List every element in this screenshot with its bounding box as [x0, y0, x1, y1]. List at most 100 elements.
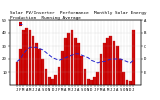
Bar: [100, 54, 102, 85]
Point: [123, 83, 125, 85]
Point: [78, 83, 80, 84]
Point: [52, 82, 55, 84]
Point: [101, 80, 103, 82]
Point: [54, 81, 56, 82]
Point: [38, 84, 40, 85]
Point: [98, 83, 100, 85]
Point: [21, 80, 24, 82]
Point: [40, 81, 43, 83]
Point: [16, 83, 19, 84]
Point: [65, 82, 68, 84]
Bar: [71, 30, 73, 85]
Point: [105, 80, 108, 82]
Point: [42, 80, 44, 82]
Point: [71, 83, 73, 85]
Point: [131, 80, 134, 82]
Point: [61, 82, 64, 84]
Point: [39, 82, 41, 83]
Point: [73, 80, 76, 82]
Point: [55, 84, 57, 85]
Point: [107, 81, 110, 83]
Point: [116, 82, 118, 84]
Point: [19, 84, 22, 85]
Point: [26, 82, 28, 83]
Point: [15, 81, 17, 83]
Point: [54, 83, 56, 85]
Bar: [84, 69, 86, 85]
Point: [70, 84, 72, 85]
Point: [94, 81, 97, 83]
Point: [83, 81, 85, 83]
Point: [98, 80, 100, 81]
Point: [89, 81, 92, 82]
Point: [81, 83, 84, 85]
Point: [34, 82, 37, 84]
Point: [110, 83, 112, 85]
Point: [112, 82, 115, 83]
Point: [51, 83, 53, 84]
Point: [26, 81, 29, 82]
Point: [52, 81, 55, 82]
Point: [48, 80, 50, 82]
Bar: [116, 46, 119, 85]
Point: [55, 83, 58, 84]
Point: [128, 82, 131, 83]
Point: [112, 81, 115, 83]
Point: [61, 83, 63, 85]
Bar: [113, 41, 115, 85]
Bar: [48, 77, 51, 85]
Point: [74, 80, 76, 81]
Point: [119, 82, 121, 84]
Point: [60, 80, 63, 81]
Point: [23, 83, 25, 84]
Point: [91, 82, 93, 84]
Point: [16, 83, 19, 85]
Point: [133, 83, 136, 85]
Point: [44, 82, 47, 83]
Point: [39, 83, 41, 85]
Point: [120, 80, 123, 81]
Bar: [54, 75, 57, 85]
Point: [102, 81, 105, 82]
Point: [45, 81, 47, 83]
Point: [90, 81, 92, 82]
Point: [113, 80, 115, 82]
Point: [57, 83, 59, 85]
Point: [112, 82, 115, 83]
Point: [106, 83, 108, 85]
Point: [103, 81, 106, 82]
Point: [65, 83, 68, 84]
Point: [42, 82, 44, 83]
Point: [20, 82, 22, 84]
Point: [94, 82, 97, 84]
Point: [81, 80, 83, 82]
Point: [67, 83, 69, 85]
Bar: [64, 38, 67, 85]
Point: [52, 83, 55, 84]
Point: [31, 81, 34, 82]
Bar: [22, 30, 25, 85]
Point: [110, 81, 112, 83]
Bar: [38, 49, 41, 85]
Point: [77, 83, 80, 84]
Point: [20, 83, 22, 85]
Point: [120, 82, 122, 84]
Point: [16, 80, 19, 82]
Point: [72, 84, 74, 85]
Point: [68, 80, 71, 82]
Point: [77, 82, 80, 84]
Bar: [93, 77, 96, 85]
Point: [125, 82, 128, 83]
Point: [22, 81, 25, 82]
Point: [38, 82, 41, 84]
Point: [60, 80, 62, 82]
Point: [26, 82, 28, 84]
Point: [106, 83, 108, 84]
Point: [92, 80, 95, 82]
Point: [97, 83, 100, 84]
Point: [36, 83, 39, 84]
Point: [87, 83, 89, 85]
Point: [122, 80, 124, 81]
Point: [110, 83, 112, 85]
Bar: [32, 36, 35, 85]
